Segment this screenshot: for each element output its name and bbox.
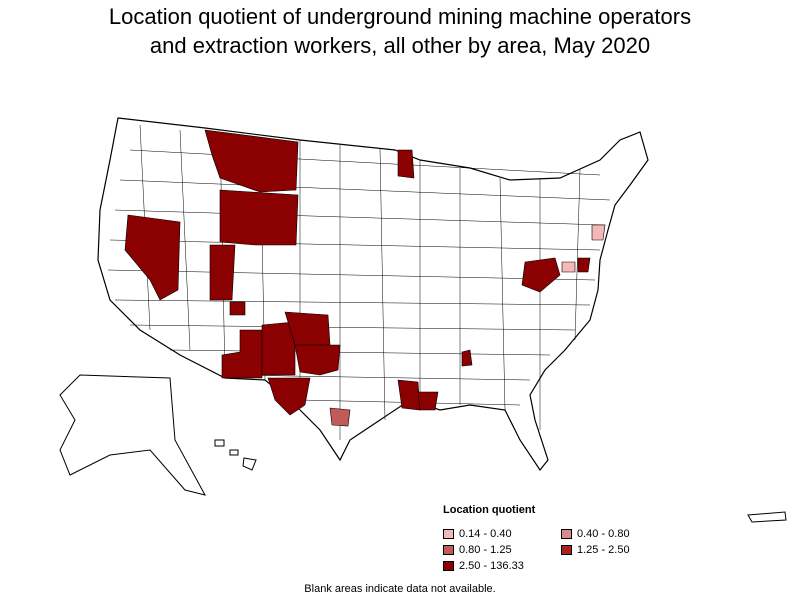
legend-label: 2.50 - 136.33 <box>459 560 524 572</box>
area-south-texas <box>329 407 351 427</box>
legend-swatch <box>443 561 454 571</box>
area-utah-south <box>229 301 246 316</box>
legend-item: 0.14 - 0.40 <box>443 528 561 540</box>
legend-label: 0.80 - 1.25 <box>459 544 512 556</box>
area-utah <box>209 244 236 301</box>
map-legend: Location quotient 0.14 - 0.40 0.40 - 0.8… <box>443 504 693 572</box>
county-grid <box>107 124 611 440</box>
highlighted-areas <box>124 129 606 427</box>
legend-item: 2.50 - 136.33 <box>443 560 561 572</box>
area-west-virginia <box>521 257 561 293</box>
hawaii-islands <box>214 439 257 471</box>
legend-label: 0.14 - 0.40 <box>459 528 512 540</box>
area-west-texas <box>267 377 311 416</box>
legend-item: 1.25 - 2.50 <box>561 544 681 556</box>
map-title-line-2: and extraction workers, all other by are… <box>149 33 651 58</box>
area-montana <box>204 129 299 193</box>
legend-grid: 0.14 - 0.40 0.40 - 0.80 0.80 - 1.25 1.25… <box>443 528 693 572</box>
area-new-mexico-center <box>261 321 296 376</box>
area-nevada <box>124 214 181 301</box>
map-title-line-1: Location quotient of underground mining … <box>108 4 692 29</box>
puerto-rico <box>747 511 787 523</box>
legend-label: 0.40 - 0.80 <box>577 528 630 540</box>
area-wyoming <box>219 189 299 246</box>
area-louisiana-south <box>417 391 439 411</box>
area-new-jersey <box>591 224 606 241</box>
contiguous-us-outline <box>97 117 649 472</box>
data-availability-note: Blank areas indicate data not available. <box>304 583 496 595</box>
legend-title: Location quotient <box>443 504 536 516</box>
map-title: Location quotient of underground mining … <box>0 2 800 60</box>
area-maryland <box>577 257 591 273</box>
area-pennsylvania <box>561 261 576 273</box>
legend-item: 0.40 - 0.80 <box>561 528 681 540</box>
legend-item: 0.80 - 1.25 <box>443 544 561 556</box>
legend-swatch <box>561 529 572 539</box>
area-new-mexico-east <box>294 344 341 376</box>
area-mississippi <box>461 349 473 367</box>
legend-swatch <box>561 545 572 555</box>
legend-swatch <box>443 545 454 555</box>
legend-label: 1.25 - 2.50 <box>577 544 630 556</box>
area-minnesota <box>397 149 415 179</box>
legend-swatch <box>443 529 454 539</box>
alaska-outline <box>59 374 206 496</box>
